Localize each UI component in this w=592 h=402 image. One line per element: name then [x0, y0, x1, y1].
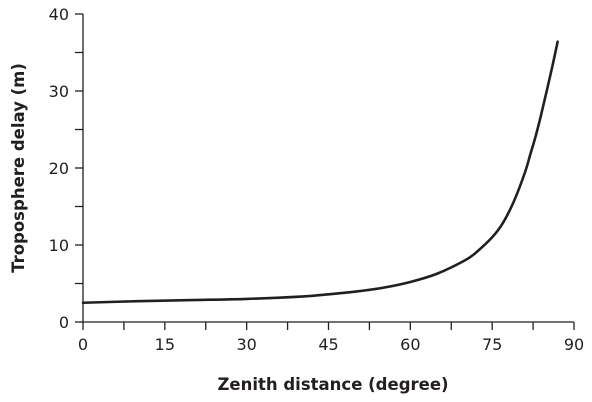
- y-tick-label: 10: [49, 236, 69, 255]
- x-tick-label: 30: [236, 335, 256, 354]
- series-line: [81, 40, 559, 305]
- y-axis-title: Troposphere delay (m): [9, 63, 28, 273]
- series-layer: [81, 40, 559, 305]
- y-tick-label: 40: [49, 5, 69, 24]
- tick-labels: 0 15 30 45 60 75 90 0 10 20 30 40: [49, 5, 585, 354]
- x-tick-label: 75: [482, 335, 502, 354]
- x-tick-label: 60: [400, 335, 420, 354]
- x-axis-title: Zenith distance (degree): [217, 375, 448, 394]
- y-tick-label: 20: [49, 159, 69, 178]
- axes: [75, 13, 575, 330]
- x-tick-label: 0: [78, 335, 88, 354]
- x-tick-label: 90: [564, 335, 584, 354]
- y-tick-label: 30: [49, 82, 69, 101]
- y-tick-label: 0: [59, 313, 69, 332]
- x-tick-label: 45: [318, 335, 338, 354]
- x-tick-label: 15: [155, 335, 175, 354]
